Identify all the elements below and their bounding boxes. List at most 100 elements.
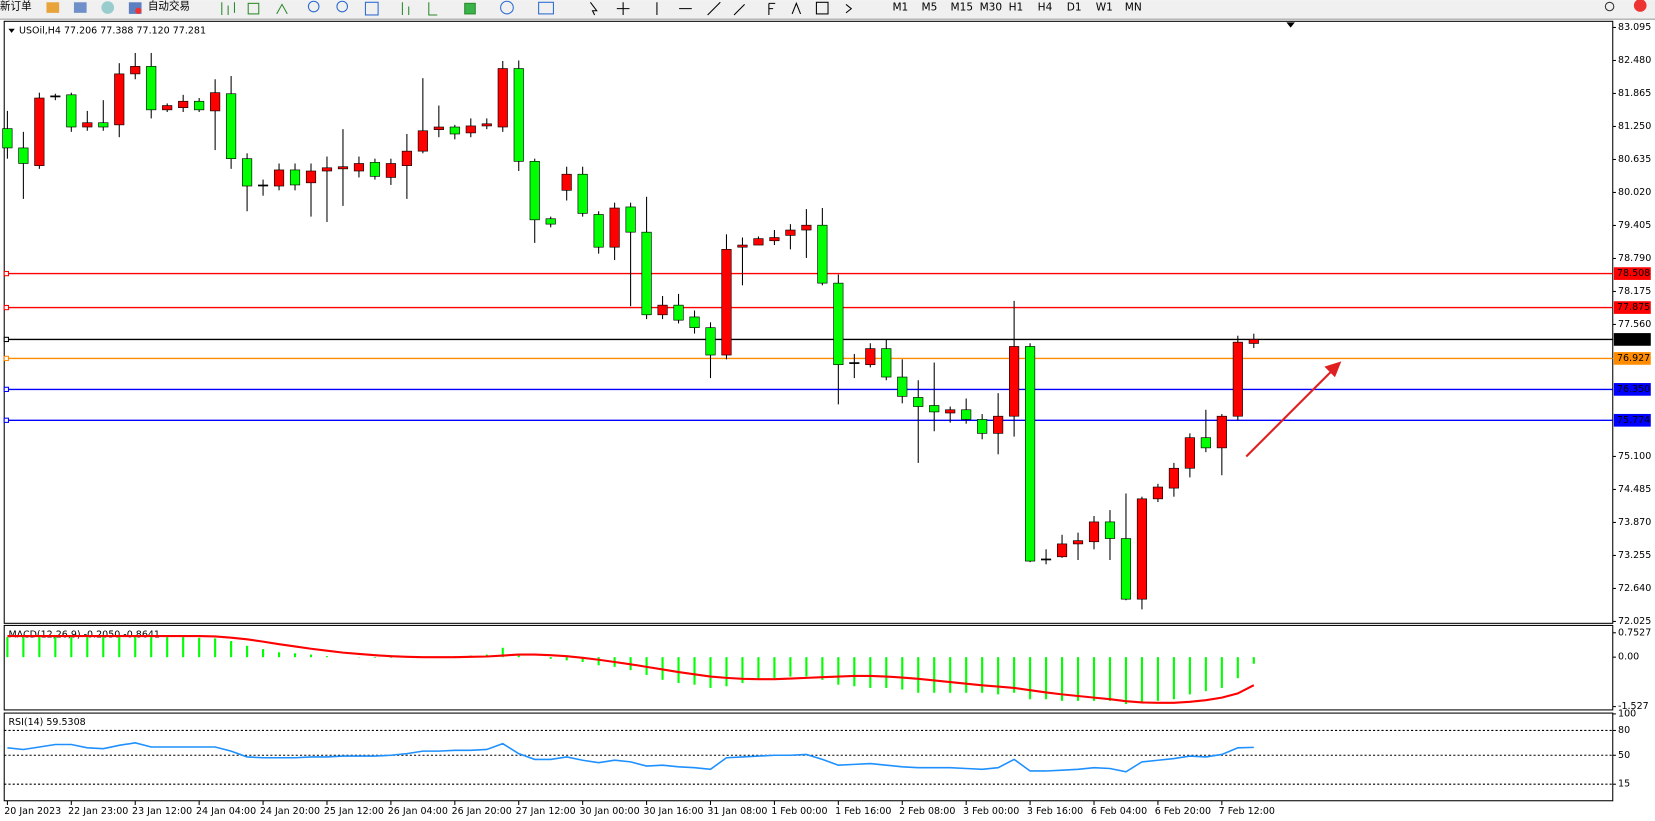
candle-body (545, 218, 556, 225)
icon[interactable] (500, 0, 514, 15)
icon[interactable] (616, 2, 630, 15)
timeframe-button[interactable]: MN (1125, 2, 1142, 14)
timeframe-button[interactable]: W1 (1096, 2, 1113, 14)
candle-body (1232, 341, 1243, 417)
timeframe-button[interactable]: M1 (892, 2, 908, 14)
x-tick-label: 31 Jan 08:00 (707, 806, 767, 817)
timeframe-button[interactable]: H1 (1009, 2, 1024, 14)
icon[interactable] (845, 3, 853, 14)
candle-body (1248, 339, 1259, 344)
candle-body (465, 125, 476, 134)
level-handle (3, 336, 9, 343)
icon[interactable] (401, 2, 410, 15)
y-tick-label: 82.480 (1618, 55, 1651, 66)
search-icon[interactable] (1604, 1, 1615, 12)
icon[interactable] (656, 1, 745, 16)
icon[interactable] (589, 1, 598, 16)
icon[interactable] (221, 2, 235, 15)
candle-body (449, 126, 460, 135)
icon[interactable] (276, 3, 288, 15)
timeframe-button[interactable]: M5 (921, 2, 937, 14)
candle-body (1072, 540, 1084, 545)
candle-body (865, 348, 876, 366)
panel-title: USOil,H4 77.206 77.388 77.120 77.281 (19, 25, 206, 36)
x-tick-label: 30 Jan 00:00 (579, 806, 639, 817)
candle-body (178, 100, 189, 109)
candle-body (737, 244, 748, 248)
candle-body (417, 130, 428, 152)
candle-body (401, 150, 412, 166)
auto-trading-button[interactable]: 自动交易 (148, 0, 190, 13)
level-handle (3, 270, 9, 277)
notification-badge[interactable] (1633, 0, 1647, 12)
y-tick-label: 81.250 (1618, 121, 1651, 132)
candle-body (305, 170, 317, 184)
icon[interactable] (307, 0, 320, 13)
x-tick-label: 20 Jan 2023 (4, 806, 61, 817)
x-tick-label: 22 Jan 23:00 (68, 806, 128, 817)
candle-body (929, 405, 940, 413)
candle-body (146, 66, 157, 111)
y-tick-label: 81.865 (1618, 88, 1651, 99)
level-handle (3, 386, 9, 393)
level-label-bg (1613, 333, 1651, 346)
y-tick-label: 0.00 (1618, 652, 1639, 663)
level-label: 75.774 (1617, 415, 1650, 426)
timeframe-button[interactable]: D1 (1067, 2, 1082, 14)
candle-body (289, 169, 301, 186)
y-tick-label: 80.635 (1618, 154, 1651, 165)
candle-body (993, 415, 1004, 434)
y-tick-label: 73.870 (1618, 517, 1651, 528)
y-tick-label: 50 (1618, 750, 1630, 761)
candle-body (1088, 521, 1100, 543)
icon[interactable] (101, 1, 115, 14)
candle-body (657, 304, 668, 316)
new-order-button[interactable]: 新订单 (0, 0, 32, 13)
level-label-bg (1613, 383, 1651, 396)
x-tick-label: 6 Feb 04:00 (1091, 806, 1147, 817)
y-tick-label: 79.405 (1618, 220, 1651, 231)
candle-body (66, 94, 77, 128)
plot: USOil,H4 77.206 77.388 77.120 77.281 83.0… (2, 22, 1651, 817)
x-tick-label: 6 Feb 20:00 (1155, 806, 1211, 817)
icon[interactable] (247, 2, 260, 15)
candle-body (721, 249, 732, 356)
icon[interactable] (791, 1, 802, 15)
candle-body (609, 207, 620, 248)
candle-body (1216, 415, 1227, 449)
icon[interactable] (768, 2, 776, 15)
icon[interactable] (46, 2, 60, 13)
arrow-shaft (1245, 369, 1334, 458)
icon[interactable] (73, 2, 87, 13)
icon[interactable] (128, 2, 142, 14)
icon[interactable] (364, 1, 379, 16)
level-label-bg (1613, 267, 1651, 280)
candle-body (1200, 437, 1211, 449)
x-tick-label: 3 Feb 16:00 (1027, 806, 1083, 817)
timeframe-buttons: M1 M5 M15 M30 H1 H4 D1 W1 MN (892, 2, 1141, 14)
icon[interactable] (815, 1, 829, 15)
y-tick-label: 0.7527 (1618, 627, 1651, 638)
candle-body (353, 163, 365, 172)
candle-body (273, 169, 285, 187)
candle-body (897, 376, 908, 397)
icon[interactable] (428, 2, 438, 16)
candle-body (625, 206, 636, 233)
timeframe-button[interactable]: M15 (951, 2, 974, 14)
y-tick-label: 77.560 (1618, 319, 1651, 330)
icon[interactable] (336, 0, 349, 13)
icon[interactable] (464, 2, 476, 15)
candle-body (497, 68, 508, 128)
candle-body (114, 73, 125, 126)
candle-body (369, 162, 380, 177)
timeframe-button[interactable]: M30 (980, 2, 1003, 14)
level-label: 76.350 (1617, 384, 1650, 395)
candle-body (881, 348, 892, 378)
icon[interactable] (538, 1, 554, 15)
toolbar: 新订单 自动交易 M1 M5 M15 M30 H1 H4 D1 W1 MN (0, 0, 1655, 20)
candle-body (34, 97, 45, 166)
candle-body (1184, 437, 1195, 469)
y-tick-label: 15 (1618, 779, 1630, 790)
candle-body (705, 327, 716, 356)
timeframe-button[interactable]: H4 (1038, 2, 1053, 14)
